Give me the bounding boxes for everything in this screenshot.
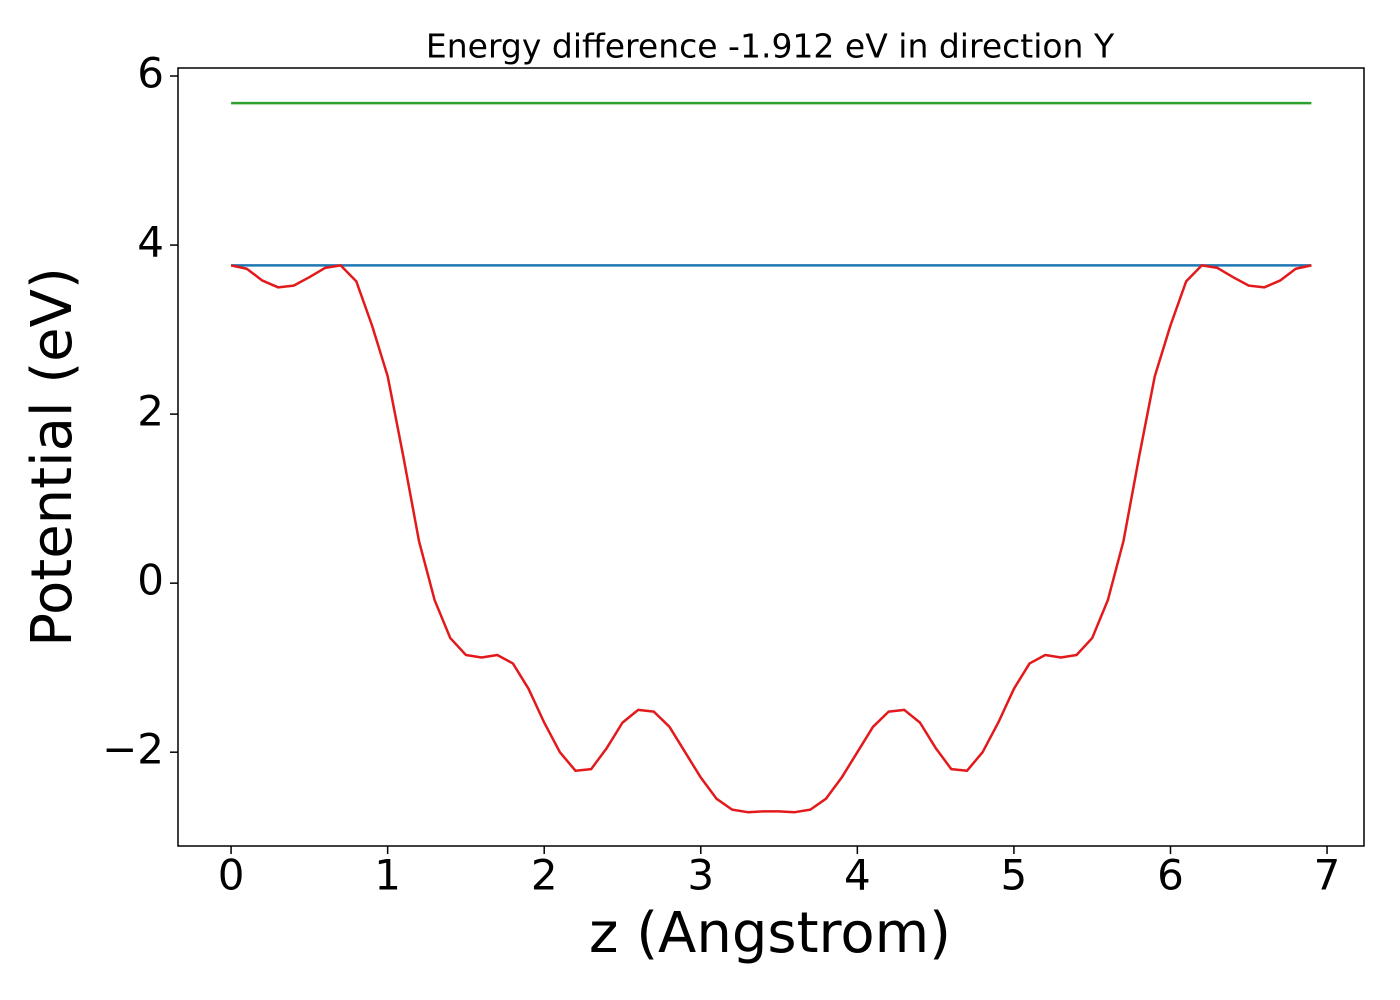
x-tick-label: 2: [531, 851, 558, 900]
plot-frame: [177, 67, 1365, 847]
x-axis-label: z (Angstrom): [589, 901, 951, 966]
y-tick-label: 2: [137, 387, 164, 436]
data-line: [230, 264, 1312, 814]
x-tick-label: 1: [374, 851, 401, 900]
x-tick-label: 6: [1157, 851, 1184, 900]
y-tick-label: −2: [102, 725, 164, 774]
x-tick-label: 3: [687, 851, 714, 900]
x-tick-label: 0: [218, 851, 245, 900]
x-tick-label: 5: [1001, 851, 1028, 900]
chart-title: Energy difference -1.912 eV in direction…: [426, 27, 1115, 66]
y-axis-label: Potential (eV): [20, 267, 85, 647]
x-tick-label: 4: [844, 851, 871, 900]
y-tick-label: 4: [137, 218, 164, 267]
x-tick-label: 7: [1314, 851, 1341, 900]
y-tick-label: 0: [137, 556, 164, 605]
y-tick-label: 6: [137, 49, 164, 98]
